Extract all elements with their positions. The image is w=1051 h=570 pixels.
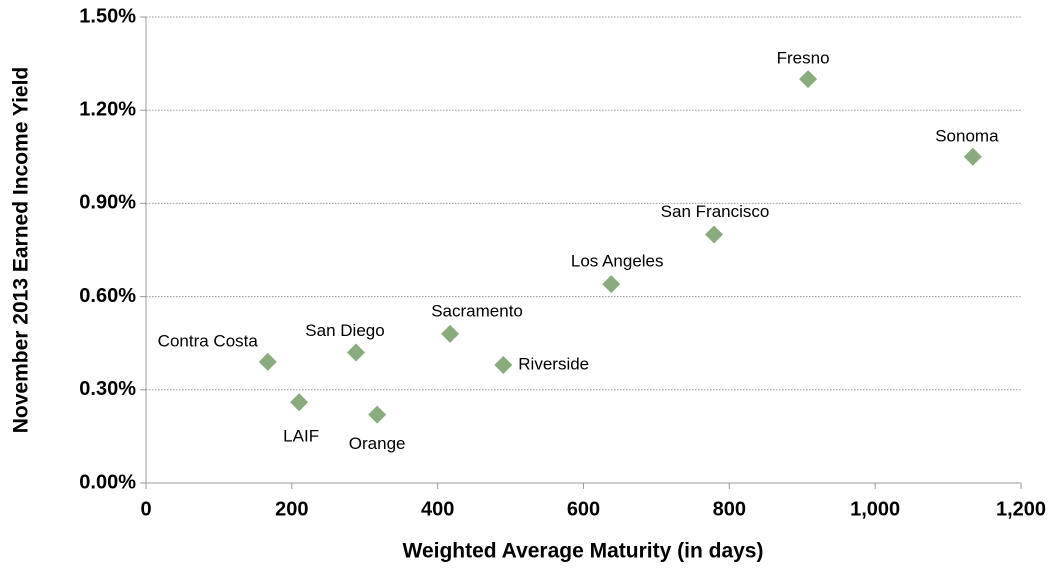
point-label: Los Angeles <box>571 252 664 271</box>
x-tick-label: 400 <box>421 498 454 520</box>
x-tick-label: 200 <box>275 498 308 520</box>
point <box>258 352 277 371</box>
x-tick-label: 1,000 <box>850 498 900 520</box>
x-tick-label: 0 <box>140 498 151 520</box>
point-label: Sacramento <box>431 301 523 320</box>
point-label: Sonoma <box>935 126 999 145</box>
point <box>290 393 309 412</box>
point <box>368 405 387 424</box>
x-axis-title: Weighted Average Maturity (in days) <box>403 540 764 563</box>
y-tick-label: 0.60% <box>79 285 136 307</box>
point-label: Riverside <box>518 354 589 373</box>
y-tick-label: 0.00% <box>79 471 136 493</box>
x-tick-label: 800 <box>713 498 746 520</box>
point <box>347 343 365 362</box>
x-tick-label: 1,200 <box>996 498 1046 520</box>
point-label: San Francisco <box>661 202 770 221</box>
point <box>441 324 460 343</box>
point-label: LAIF <box>283 427 319 446</box>
y-axis-title: November 2013 Earned Income Yield <box>10 67 33 434</box>
point-label: Contra Costa <box>158 331 259 350</box>
point-label: San Diego <box>305 321 384 340</box>
point <box>494 355 513 374</box>
x-tick-label: 600 <box>567 498 600 520</box>
y-tick-label: 1.20% <box>79 98 136 120</box>
point <box>963 147 982 166</box>
y-tick-label: 1.50% <box>79 5 136 27</box>
point-label: Fresno <box>777 49 830 68</box>
point <box>705 225 724 244</box>
y-tick-label: 0.30% <box>79 378 136 400</box>
point <box>799 70 818 89</box>
point <box>602 275 621 294</box>
point-label: Orange <box>349 434 406 453</box>
y-tick-label: 0.90% <box>79 192 136 214</box>
